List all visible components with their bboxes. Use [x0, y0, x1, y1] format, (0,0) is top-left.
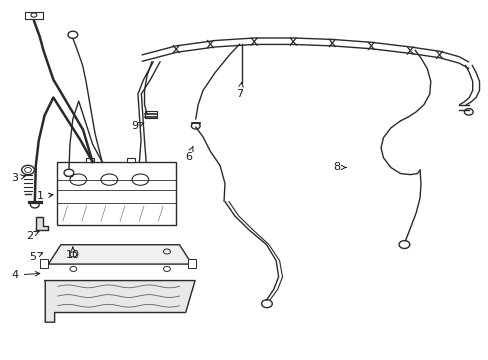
Text: 1: 1	[37, 191, 53, 201]
Bar	[126, 158, 135, 162]
Polygon shape	[36, 217, 48, 230]
Bar	[40, 259, 47, 268]
Text: 3: 3	[11, 173, 25, 183]
Bar	[187, 259, 195, 268]
Text: 8: 8	[333, 162, 346, 172]
Text: 6: 6	[184, 146, 193, 162]
Bar	[86, 158, 94, 162]
Polygon shape	[48, 245, 192, 264]
Polygon shape	[45, 280, 195, 322]
Bar	[57, 162, 176, 225]
Bar	[25, 12, 42, 19]
Text: 7: 7	[236, 82, 243, 99]
Ellipse shape	[70, 174, 86, 185]
Text: 5: 5	[29, 252, 42, 262]
Text: 10: 10	[66, 247, 80, 260]
Text: 2: 2	[26, 231, 39, 240]
Text: 9: 9	[131, 121, 143, 131]
Ellipse shape	[101, 174, 118, 185]
Text: 4: 4	[12, 270, 40, 280]
Ellipse shape	[132, 174, 148, 185]
